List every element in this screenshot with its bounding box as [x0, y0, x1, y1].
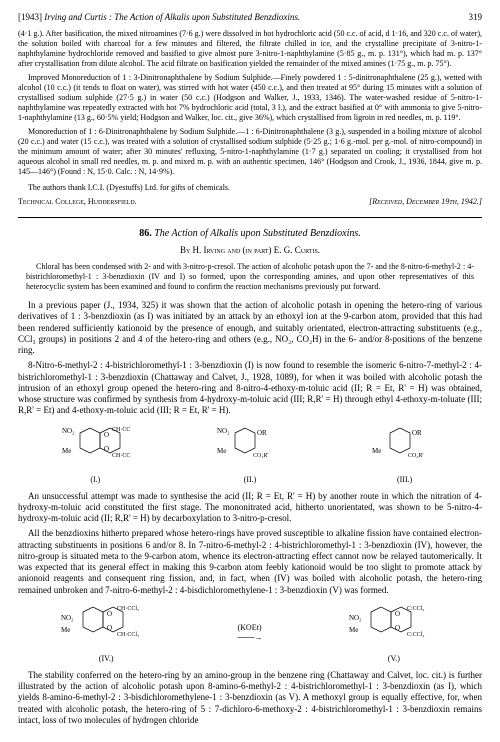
affiliation-line: Technical College, Huddersfield. [Receiv…: [18, 197, 482, 207]
article-title-line: 86. The Action of Alkalis upon Substitut…: [18, 228, 482, 241]
svg-text:CH·CCl₃: CH·CCl₃: [117, 632, 139, 638]
svg-text:CO₂R': CO₂R': [408, 453, 424, 459]
svg-text:NO₂: NO₂: [61, 614, 74, 622]
structure-label: (IV.): [61, 654, 151, 664]
chemical-structure: NO₂ O O Me CH·CCl₃ CH·CCl₃ (IV.): [61, 602, 151, 664]
body-paragraph: 8-Nitro-6-methyl-2 : 4-bistrichloromethy…: [18, 360, 482, 416]
svg-text:O: O: [104, 445, 109, 453]
structure-row: NO₂ O O Me CH·CCl₃ CH·CCl₃ (I.) NO₂ OR M…: [18, 423, 482, 485]
section-divider: [18, 217, 482, 218]
svg-text:Me: Me: [217, 447, 226, 455]
svg-text:O: O: [395, 624, 400, 632]
structure-label: (V.): [349, 654, 439, 664]
structure-row: NO₂ O O Me CH·CCl₃ CH·CCl₃ (IV.) (KOEt)─…: [18, 602, 482, 664]
svg-text:Me: Me: [61, 626, 70, 634]
reaction-arrow: (KOEt)───→: [237, 623, 262, 643]
svg-text:OR: OR: [257, 429, 267, 437]
article-abstract: Chloral has been condensed with 2- and w…: [26, 262, 474, 292]
body-paragraph: The stability conferred on the hetero-ri…: [18, 670, 482, 726]
body-paragraph: All the benzdioxins hitherto prepared wh…: [18, 528, 482, 596]
svg-text:C:CCl₂: C:CCl₂: [407, 606, 424, 612]
continuation-paragraph: Improved Monoreduction of 1 : 3-Dinitron…: [18, 73, 482, 123]
body-paragraph: An unsuccessful attempt was made to synt…: [18, 491, 482, 525]
svg-text:Me: Me: [349, 626, 358, 634]
svg-text:O: O: [107, 610, 112, 618]
svg-text:CO₂R': CO₂R': [253, 453, 269, 459]
received-date: [Received, December 19th, 1942.]: [369, 197, 482, 207]
chemical-structure: NO₂ O O Me C:CCl₂ C:CCl₂ (V.): [349, 602, 439, 664]
svg-text:NO₂: NO₂: [62, 427, 75, 435]
svg-text:CH·CCl₃: CH·CCl₃: [112, 453, 130, 459]
svg-text:O: O: [104, 431, 109, 439]
svg-text:Me: Me: [62, 447, 71, 455]
svg-text:Me: Me: [372, 447, 381, 455]
svg-text:CH·CCl₃: CH·CCl₃: [117, 606, 139, 612]
header-page-number: 319: [469, 12, 483, 23]
svg-text:C:CCl₂: C:CCl₂: [407, 632, 424, 638]
chemical-structure: NO₂ OR Me CO₂R' (II.): [215, 423, 285, 485]
chemical-structure: NO₂ O O Me CH·CCl₃ CH·CCl₃ (I.): [60, 423, 130, 485]
article-byline: By H. Irving and (in part) E. G. Curtis.: [18, 245, 482, 256]
structure-label: (III.): [370, 475, 440, 485]
acknowledgement: The authors thank I.C.I. (Dyestuffs) Ltd…: [18, 183, 482, 193]
svg-text:O: O: [395, 610, 400, 618]
svg-text:NO₂: NO₂: [217, 427, 230, 435]
svg-text:OR: OR: [412, 429, 422, 437]
svg-text:O: O: [107, 624, 112, 632]
article-number: 86.: [139, 228, 152, 239]
chemical-structure: OR Me CO₂R' (III.): [370, 423, 440, 485]
running-header: [1943] Irving and Curtis : The Action of…: [18, 12, 482, 23]
continuation-paragraph: (4·1 g.). After basification, the mixed …: [18, 29, 482, 69]
structure-label: (I.): [60, 475, 130, 485]
header-running-title: Irving and Curtis : The Action of Alkali…: [44, 12, 300, 22]
article-title: The Action of Alkalis upon Substituted B…: [154, 228, 361, 239]
svg-text:CH·CCl₃: CH·CCl₃: [112, 427, 130, 433]
svg-text:NO₂: NO₂: [349, 614, 362, 622]
affiliation-text: Technical College, Huddersfield.: [18, 197, 137, 207]
structure-label: (II.): [215, 475, 285, 485]
continuation-paragraph: Monoreduction of 1 : 6-Dinitronaphthalen…: [18, 127, 482, 177]
body-paragraph: In a previous paper (J., 1934, 325) it w…: [18, 300, 482, 356]
header-year: [1943]: [18, 12, 42, 22]
